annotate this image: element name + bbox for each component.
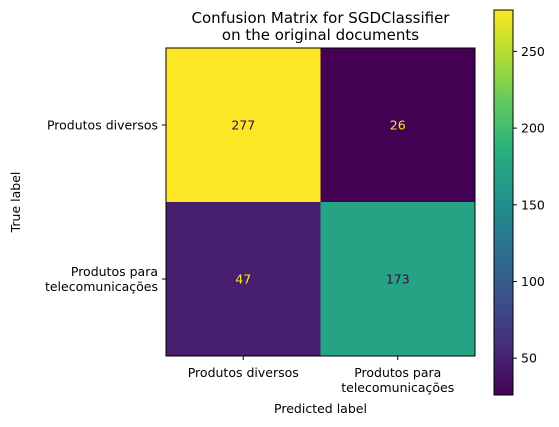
colorbar-tick-label: 200	[521, 121, 545, 136]
heatmap-cell	[166, 202, 321, 357]
y-tick-label: Produtos diversos	[47, 118, 158, 133]
x-tick-label: telecomunicações	[341, 380, 454, 395]
y-tick-label: telecomunicações	[45, 279, 158, 294]
colorbar-frame	[493, 9, 514, 396]
chart-title-line: on the original documents	[222, 26, 419, 44]
colorbar-tick-label: 50	[521, 351, 537, 366]
colorbar-ticks: 50 100 150 200 250	[513, 44, 545, 366]
heatmap-cell	[166, 48, 321, 203]
heatmap-cell-label: 173	[386, 272, 410, 287]
x-tick-label: Produtos para	[354, 365, 441, 380]
heatmap-cell-label: 47	[235, 272, 251, 287]
plot-frame	[165, 47, 476, 357]
heatmap-cell-labels: 277 26 47 173	[231, 118, 409, 287]
heatmap-cell	[320, 202, 476, 357]
heatmap-cell	[320, 48, 476, 203]
colorbar-gradient	[494, 10, 513, 395]
y-tick-label: Produtos para	[71, 264, 158, 279]
x-axis-label: Predicted label	[274, 401, 367, 416]
colorbar: 50 100 150 200 250	[493, 9, 545, 396]
colorbar-tick-label: 100	[521, 274, 545, 289]
y-axis-ticks: Produtos diversos Produtos paratelecomuni…	[45, 118, 166, 294]
heatmap-cells	[166, 48, 476, 357]
y-axis-label: True label	[8, 172, 23, 234]
colorbar-tick-label: 250	[521, 44, 545, 59]
heatmap-cell-label: 277	[231, 118, 255, 133]
x-tick-label: Produtos diversos	[188, 365, 299, 380]
heatmap-cell-label: 26	[390, 118, 406, 133]
x-axis-ticks: Produtos diversos Produtos paratelecomuni…	[188, 356, 454, 395]
chart-title-line: Confusion Matrix for SGDClassifier	[192, 9, 451, 27]
colorbar-tick-label: 150	[521, 197, 545, 212]
